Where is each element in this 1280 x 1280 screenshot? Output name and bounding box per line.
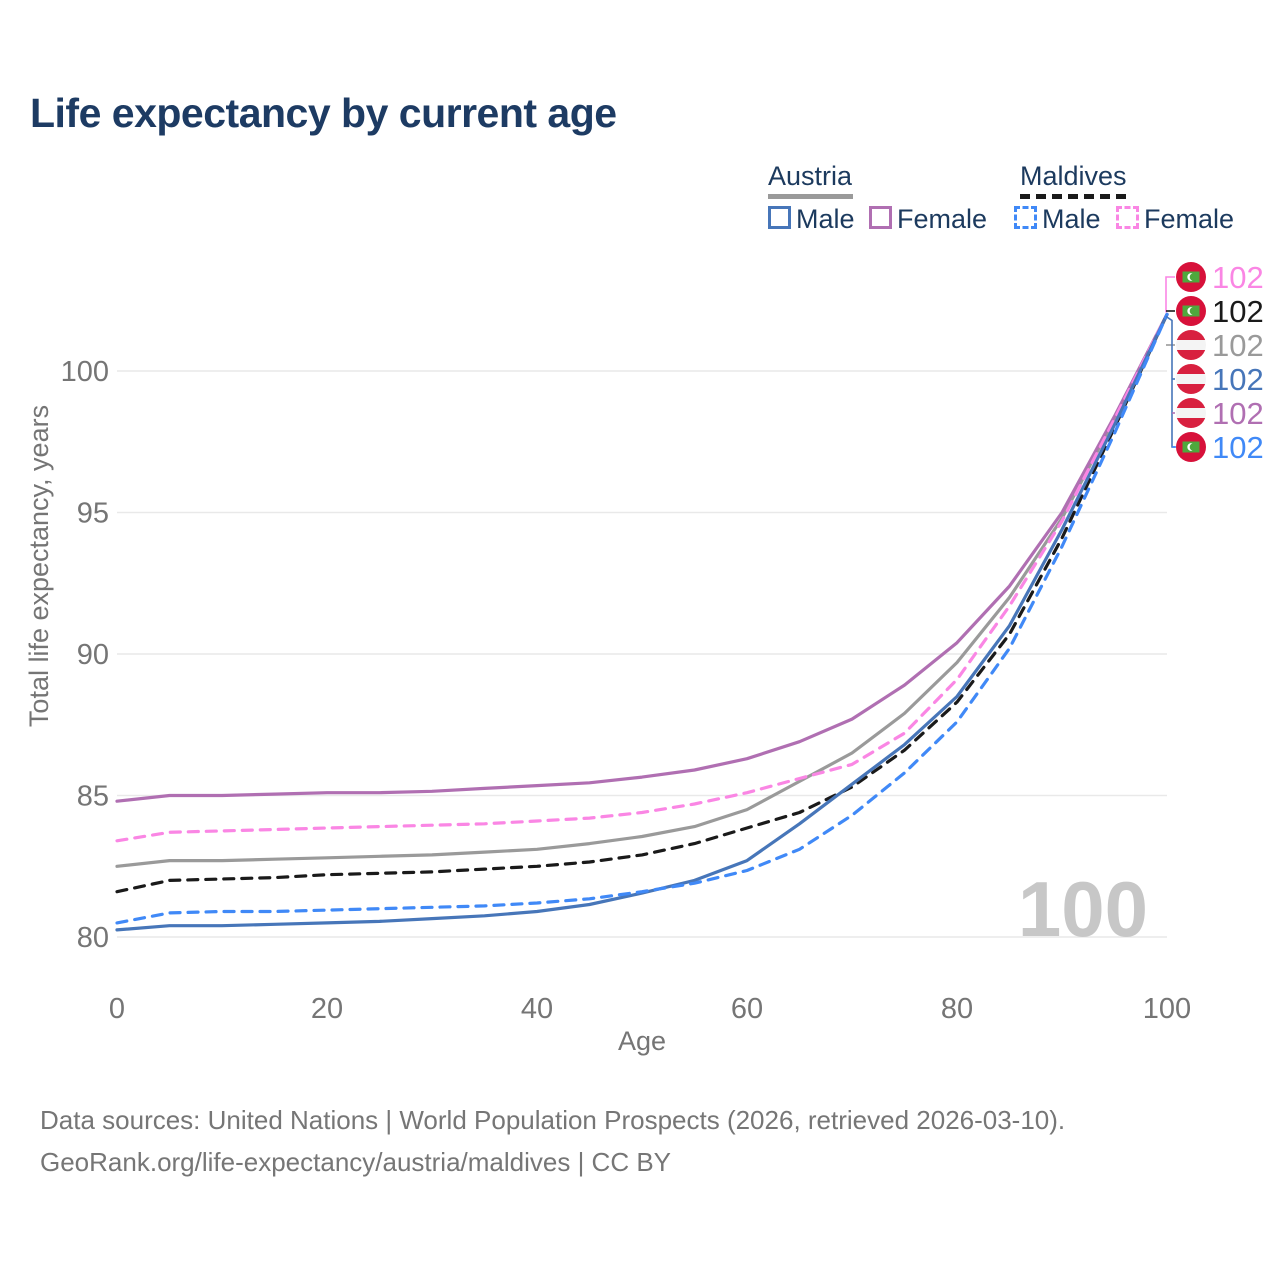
x-tick-0: 0 — [109, 993, 125, 1025]
end-value-maldives-female: 102 — [1212, 260, 1264, 295]
end-label-austria-male: 102 — [1176, 362, 1264, 397]
legend-label-austria-female[interactable]: Female — [897, 204, 988, 234]
y-axis-title: Total life expectancy, years — [24, 405, 54, 727]
austria-flag-icon — [1176, 330, 1206, 360]
axis-labels: 80 85 90 95 100 0 20 40 60 80 100 Age Total life exp… — [24, 356, 1191, 1056]
legend-group-maldives[interactable]: Maldives — [1020, 161, 1127, 191]
y-tick-85: 85 — [77, 781, 109, 813]
maldives-flag-icon — [1176, 432, 1206, 462]
legend-swatch-maldives-female[interactable] — [1116, 206, 1139, 229]
series-lines — [115, 312, 1169, 932]
end-label-austria: 102 — [1176, 328, 1264, 363]
end-label-maldives-male: 102 — [1176, 430, 1264, 465]
end-label-maldives-female: 102 — [1176, 260, 1264, 295]
x-tick-20: 20 — [311, 993, 343, 1025]
legend-swatch-maldives-male[interactable] — [1014, 206, 1037, 229]
data-sources-text: Data sources: United Nations | World Pop… — [40, 1105, 1066, 1135]
legend-label-maldives-male[interactable]: Male — [1042, 204, 1101, 234]
legend-label-austria-male[interactable]: Male — [796, 204, 855, 234]
x-tick-100: 100 — [1143, 993, 1191, 1025]
attribution-link-text[interactable]: GeoRank.org/life-expectancy/austria/mald… — [40, 1147, 672, 1177]
x-axis-title: Age — [618, 1026, 666, 1056]
label-connector-0 — [1165, 276, 1175, 313]
austria-flag-icon — [1176, 364, 1206, 394]
legend-label-maldives-female[interactable]: Female — [1144, 204, 1235, 234]
austria-flag-icon — [1176, 398, 1206, 428]
legend-swatch-austria-male[interactable] — [768, 206, 791, 229]
maldives-flag-icon — [1176, 262, 1206, 292]
end-value-maldives: 102 — [1212, 294, 1264, 329]
maldives-flag-icon — [1176, 296, 1206, 326]
age-counter-watermark: 100 — [1017, 865, 1148, 953]
y-tick-95: 95 — [77, 498, 109, 530]
legend-austria-line-sample — [768, 194, 853, 199]
y-tick-80: 80 — [77, 922, 109, 954]
series-line-austria-female — [115, 312, 1169, 803]
end-value-austria-female: 102 — [1212, 396, 1264, 431]
series-line-maldives — [115, 312, 1169, 894]
gridlines — [117, 370, 1167, 938]
end-label-austria-female: 102 — [1176, 396, 1264, 431]
end-value-austria-male: 102 — [1212, 362, 1264, 397]
legend-maldives-line-sample — [1020, 194, 1126, 199]
end-value-maldives-male: 102 — [1212, 430, 1264, 465]
legend-group-austria[interactable]: Austria — [768, 161, 853, 191]
end-label-maldives: 102 — [1176, 294, 1264, 329]
y-tick-100: 100 — [61, 356, 109, 388]
legend-swatch-austria-female[interactable] — [869, 206, 892, 229]
x-tick-80: 80 — [941, 993, 973, 1025]
y-tick-90: 90 — [77, 639, 109, 671]
x-tick-60: 60 — [731, 993, 763, 1025]
page-title: Life expectancy by current age — [30, 90, 617, 136]
series-line-maldives-male — [115, 312, 1169, 925]
series-line-austria — [115, 312, 1169, 868]
label-connector-3 — [1165, 315, 1175, 448]
x-tick-40: 40 — [521, 993, 553, 1025]
series-line-maldives-female — [115, 312, 1169, 843]
end-value-austria: 102 — [1212, 328, 1264, 363]
